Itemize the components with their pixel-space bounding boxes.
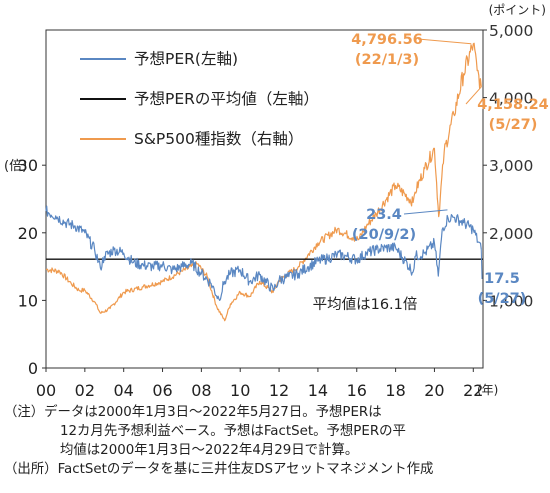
annotation-date: (20/9/2)	[352, 227, 416, 243]
note-line-1: （注）データは2000年1月3日～2022年5月27日。予想PERは	[4, 403, 544, 422]
x-tick-label: 02	[75, 381, 95, 400]
annotation-value: 4,158.24	[477, 97, 549, 113]
right-tick-label: 1,000	[489, 292, 533, 310]
left-tick-label: 30	[18, 156, 38, 175]
annotation-date: (5/27)	[489, 117, 538, 133]
annotation-date: (5/27)	[478, 291, 527, 307]
x-tick-label: 16	[347, 381, 367, 400]
x-tick-label: 22	[463, 381, 483, 400]
annotation-value: 23.4	[366, 207, 402, 223]
x-tick-label: 04	[114, 381, 134, 400]
x-tick-label: 08	[191, 381, 211, 400]
note-text-3: 均値は2000年1月3日～2022年4月29日で計算。	[60, 443, 359, 458]
right-tick-label: 4,000	[489, 90, 533, 108]
right-tick-label: 2,000	[489, 225, 533, 243]
left-tick-label: 0	[28, 359, 38, 378]
legend-label: 予想PERの平均値（左軸）	[134, 90, 319, 108]
chart: 0 10 20 30(倍) 1,000 2,000 3,000 4,000 5,000 (ポイント…	[4, 3, 549, 400]
annotation-leader	[403, 209, 448, 215]
x-tick-label: 10	[230, 381, 250, 400]
note-line-2: 12カ月先予想利益ベース。予想はFactSet。予想PERの平	[4, 422, 544, 441]
annotation-value: 17.5	[484, 271, 520, 287]
source-line: （出所）FactSetのデータを基に三井住友DSアセットマネジメント作成	[4, 460, 544, 479]
legend-label: S&P500種指数（右軸）	[134, 130, 303, 148]
x-tick-label: 18	[385, 381, 405, 400]
annotation-leader	[480, 249, 483, 280]
x-tick-label: 06	[152, 381, 172, 400]
x-tick-label: 20	[424, 381, 444, 400]
legend-label: 予想PER(左軸)	[134, 50, 238, 68]
left-tick-label: 20	[18, 224, 38, 243]
note-line-3: 均値は2000年1月3日～2022年4月29日で計算。	[4, 441, 544, 460]
left-axis-unit: (倍)	[4, 159, 27, 174]
annotation-value: 平均値は16.1倍	[313, 296, 418, 313]
x-tick-label: 12	[269, 381, 289, 400]
x-axis-unit: (年)	[477, 383, 498, 397]
plot-area-border	[45, 29, 484, 369]
x-tick-label: 00	[36, 381, 56, 400]
notes-block: （注）データは2000年1月3日～2022年5月27日。予想PERは 12カ月先…	[4, 403, 544, 479]
note-prefix: （注）	[4, 405, 45, 420]
annotation-value: 4,796.56	[351, 32, 423, 48]
x-tick-label: 14	[308, 381, 328, 400]
right-tick-label: 5,000	[489, 22, 533, 40]
series-line-per	[45, 205, 482, 301]
note-text-1: データは2000年1月3日～2022年5月27日。予想PERは	[44, 405, 382, 420]
annotation-leader	[417, 38, 472, 45]
note-text-2: 12カ月先予想利益ベース。予想はFactSet。予想PERの平	[60, 424, 406, 439]
source-text: FactSetのデータを基に三井住友DSアセットマネジメント作成	[57, 462, 434, 477]
right-axis-unit: (ポイント)	[489, 3, 546, 17]
source-prefix: （出所）	[4, 462, 58, 477]
annotation-date: (22/1/3)	[355, 52, 419, 68]
left-tick-label: 10	[18, 291, 38, 310]
right-tick-label: 3,000	[489, 157, 533, 175]
annotation-leader	[465, 86, 482, 105]
